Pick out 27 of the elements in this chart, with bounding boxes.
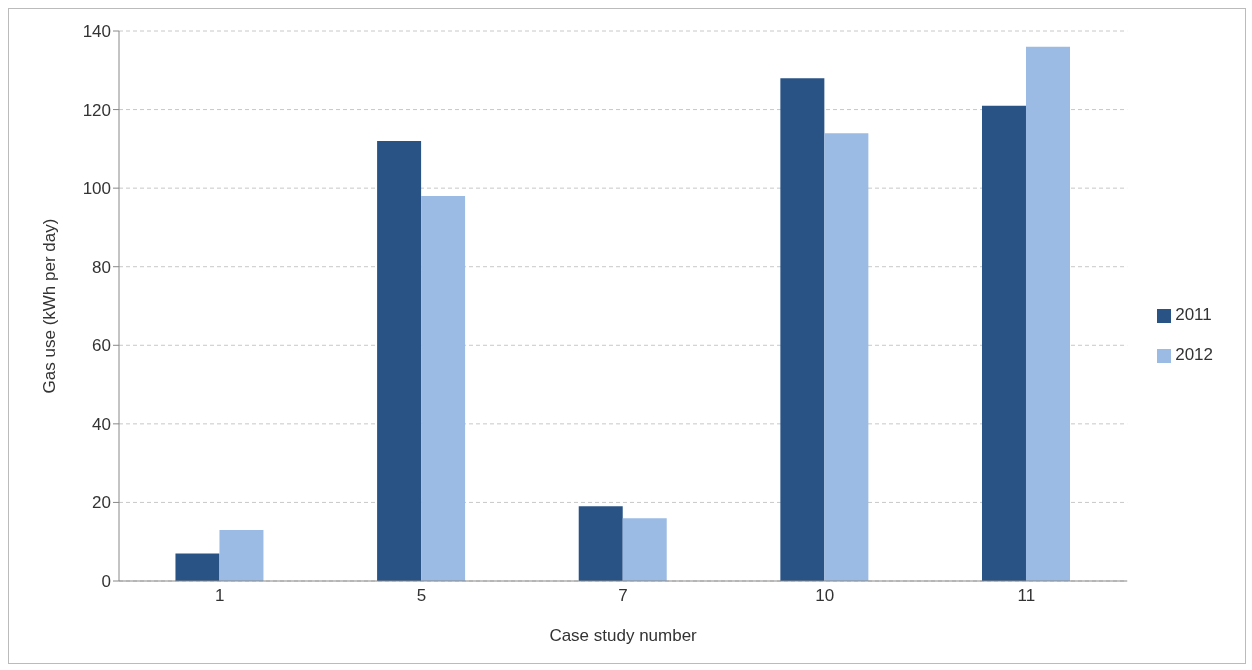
x-tick-label: 10 (815, 586, 835, 606)
x-tick-label: 11 (1017, 586, 1036, 606)
y-tick-label: 0 (101, 572, 111, 592)
bar (622, 518, 667, 581)
bar (578, 506, 623, 581)
bar (421, 196, 466, 581)
x-tick-label: 1 (215, 586, 225, 606)
bar (219, 529, 264, 581)
y-axis-title: Gas use (kWh per day) (40, 218, 60, 394)
y-tick-label: 100 (82, 179, 111, 199)
y-tick-label: 140 (82, 22, 111, 42)
bar (175, 553, 220, 581)
y-tick-label: 60 (92, 336, 111, 356)
bar (780, 78, 825, 581)
bar (824, 133, 869, 581)
x-axis-title: Case study number (549, 626, 698, 645)
y-tick-label: 80 (92, 257, 111, 277)
y-tick-label: 40 (92, 414, 111, 434)
bar (377, 141, 422, 581)
x-tick-label: 5 (416, 586, 427, 606)
bar (1026, 46, 1070, 581)
x-tick-label: 7 (618, 586, 628, 606)
bar (982, 105, 1026, 581)
y-tick-label: 120 (82, 100, 111, 120)
legend-label: 2012 (1175, 345, 1213, 364)
legend-label: 2011 (1175, 305, 1212, 324)
y-tick-label: 20 (92, 493, 111, 513)
